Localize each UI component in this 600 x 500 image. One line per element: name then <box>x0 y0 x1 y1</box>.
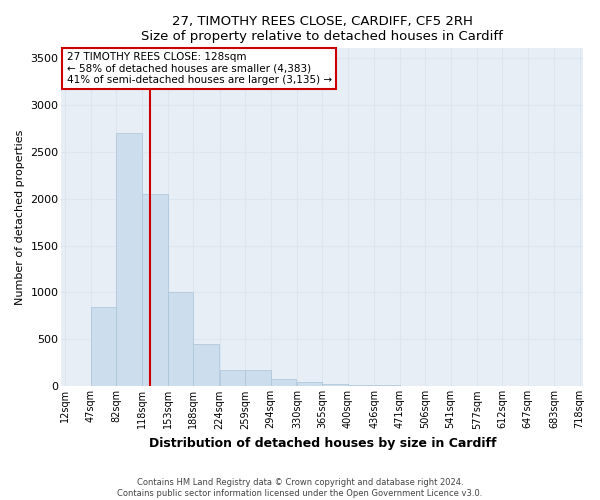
Bar <box>142 194 168 386</box>
Bar <box>220 370 245 386</box>
Bar <box>245 370 271 386</box>
Title: 27, TIMOTHY REES CLOSE, CARDIFF, CF5 2RH
Size of property relative to detached h: 27, TIMOTHY REES CLOSE, CARDIFF, CF5 2RH… <box>142 15 503 43</box>
Bar <box>322 384 348 386</box>
Bar <box>271 380 296 386</box>
Y-axis label: Number of detached properties: Number of detached properties <box>15 130 25 305</box>
Bar <box>297 382 322 386</box>
X-axis label: Distribution of detached houses by size in Cardiff: Distribution of detached houses by size … <box>149 437 496 450</box>
Bar <box>193 344 219 387</box>
Bar <box>168 292 193 386</box>
Bar <box>116 133 142 386</box>
Bar <box>348 385 373 386</box>
Text: Contains HM Land Registry data © Crown copyright and database right 2024.
Contai: Contains HM Land Registry data © Crown c… <box>118 478 482 498</box>
Text: 27 TIMOTHY REES CLOSE: 128sqm
← 58% of detached houses are smaller (4,383)
41% o: 27 TIMOTHY REES CLOSE: 128sqm ← 58% of d… <box>67 52 332 86</box>
Bar <box>91 306 116 386</box>
